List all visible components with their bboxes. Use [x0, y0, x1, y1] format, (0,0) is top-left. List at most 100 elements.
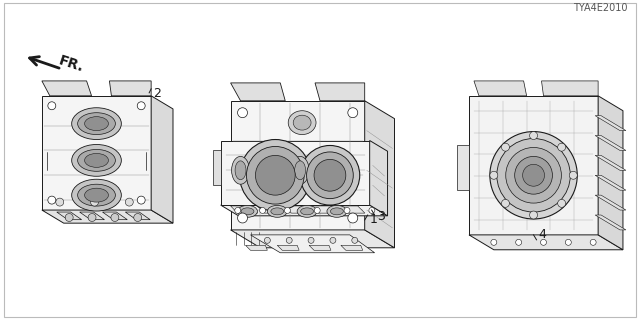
Ellipse shape — [314, 159, 346, 191]
Polygon shape — [102, 212, 127, 220]
Polygon shape — [230, 230, 394, 248]
Ellipse shape — [77, 184, 115, 206]
Circle shape — [369, 207, 375, 213]
Ellipse shape — [506, 148, 561, 203]
Polygon shape — [474, 81, 527, 96]
Polygon shape — [230, 206, 258, 213]
Ellipse shape — [72, 179, 122, 211]
Ellipse shape — [232, 156, 250, 184]
Ellipse shape — [84, 117, 108, 131]
Text: 2: 2 — [153, 87, 161, 100]
Circle shape — [344, 207, 350, 213]
Polygon shape — [221, 140, 370, 205]
Circle shape — [134, 213, 141, 221]
Ellipse shape — [77, 113, 115, 134]
Ellipse shape — [77, 149, 115, 171]
Ellipse shape — [293, 115, 311, 130]
Polygon shape — [338, 206, 365, 213]
Polygon shape — [284, 206, 311, 213]
Polygon shape — [469, 235, 623, 250]
Circle shape — [348, 213, 358, 223]
Circle shape — [557, 143, 566, 151]
Polygon shape — [309, 245, 331, 250]
Circle shape — [352, 237, 358, 243]
Circle shape — [264, 237, 270, 243]
Ellipse shape — [241, 208, 254, 215]
Polygon shape — [311, 206, 338, 213]
Ellipse shape — [324, 161, 335, 180]
Ellipse shape — [300, 146, 360, 205]
Polygon shape — [221, 205, 388, 216]
Polygon shape — [365, 101, 394, 248]
Polygon shape — [469, 96, 598, 235]
Circle shape — [330, 237, 336, 243]
Polygon shape — [42, 81, 92, 96]
Circle shape — [125, 198, 133, 206]
Circle shape — [348, 108, 358, 118]
Circle shape — [516, 239, 522, 245]
Polygon shape — [595, 116, 626, 131]
Polygon shape — [370, 140, 388, 216]
Polygon shape — [315, 83, 365, 101]
Polygon shape — [230, 83, 285, 101]
Ellipse shape — [321, 156, 339, 184]
Circle shape — [490, 171, 498, 179]
Circle shape — [314, 207, 320, 213]
Circle shape — [286, 237, 292, 243]
Polygon shape — [42, 210, 173, 223]
Ellipse shape — [294, 161, 305, 180]
Ellipse shape — [246, 147, 304, 204]
Ellipse shape — [288, 111, 316, 134]
Circle shape — [88, 213, 96, 221]
Circle shape — [48, 196, 56, 204]
Text: TYA4E2010: TYA4E2010 — [573, 4, 628, 13]
Polygon shape — [277, 245, 299, 250]
Ellipse shape — [330, 208, 343, 215]
Polygon shape — [457, 146, 469, 190]
Polygon shape — [595, 156, 626, 170]
Circle shape — [237, 108, 248, 118]
Ellipse shape — [239, 140, 311, 211]
Circle shape — [565, 239, 572, 245]
Circle shape — [570, 171, 577, 179]
Text: FR.: FR. — [57, 53, 86, 74]
Circle shape — [235, 207, 241, 213]
Polygon shape — [57, 212, 82, 220]
Ellipse shape — [268, 205, 287, 217]
Circle shape — [491, 239, 497, 245]
Polygon shape — [341, 245, 363, 250]
Circle shape — [137, 102, 145, 110]
Circle shape — [137, 196, 145, 204]
Circle shape — [260, 207, 266, 213]
Text: 3: 3 — [376, 210, 385, 222]
Ellipse shape — [327, 205, 347, 217]
Ellipse shape — [307, 152, 353, 199]
Ellipse shape — [515, 156, 552, 194]
Ellipse shape — [497, 139, 570, 212]
Ellipse shape — [265, 161, 276, 180]
Circle shape — [237, 213, 248, 223]
Polygon shape — [541, 81, 598, 96]
Polygon shape — [42, 96, 151, 210]
Polygon shape — [109, 81, 151, 96]
Polygon shape — [246, 245, 268, 250]
Circle shape — [557, 199, 566, 207]
Polygon shape — [230, 101, 365, 230]
Ellipse shape — [84, 153, 108, 167]
Circle shape — [65, 213, 73, 221]
Ellipse shape — [271, 208, 284, 215]
Circle shape — [502, 199, 509, 207]
Polygon shape — [598, 96, 623, 250]
Ellipse shape — [84, 188, 108, 202]
Circle shape — [308, 237, 314, 243]
Circle shape — [590, 239, 596, 245]
Circle shape — [48, 102, 56, 110]
Ellipse shape — [291, 156, 309, 184]
Circle shape — [90, 198, 99, 206]
Polygon shape — [125, 212, 150, 220]
Polygon shape — [151, 96, 173, 223]
Ellipse shape — [72, 108, 122, 140]
Text: 1: 1 — [370, 213, 378, 226]
Circle shape — [502, 143, 509, 151]
Circle shape — [56, 198, 64, 206]
